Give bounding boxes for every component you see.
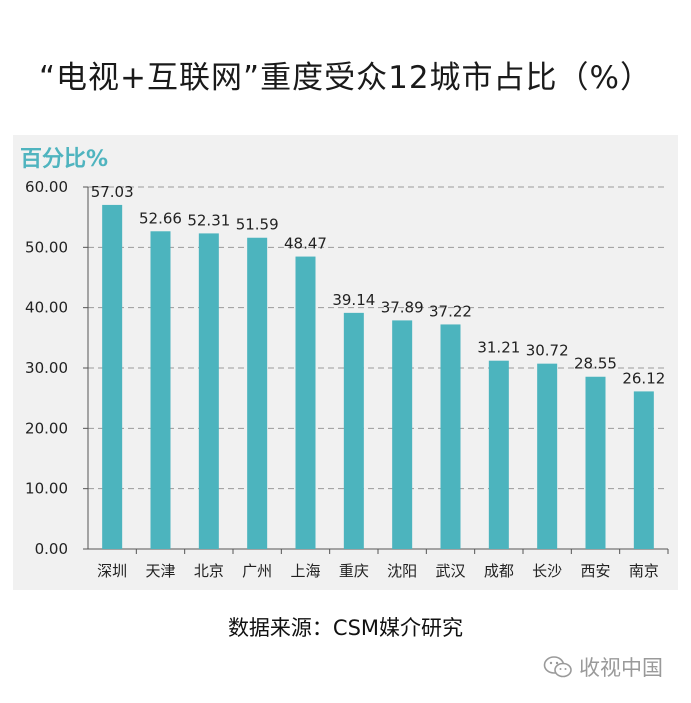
x-tick-label: 重庆 — [339, 562, 369, 580]
data-labels: 57.03 52.66 52.31 51.59 48.47 39.14 37.89 37.22… — [91, 183, 666, 387]
data-label: 48.47 — [284, 235, 327, 253]
bar — [102, 204, 123, 549]
x-axis-ticks: 深圳 天津 北京 广州 上海 重庆 沈阳 武汉 成都 长沙 西安 南京 — [97, 549, 669, 580]
bar — [150, 231, 171, 549]
bar — [488, 360, 509, 549]
x-tick-label: 武汉 — [435, 562, 465, 580]
data-label: 52.66 — [139, 209, 182, 227]
y-tick-label: 0.00 — [35, 540, 68, 558]
x-tick-label: 北京 — [194, 562, 224, 580]
y-tick-label: 60.00 — [25, 178, 68, 196]
x-tick-label: 天津 — [145, 562, 175, 580]
bar — [392, 320, 413, 549]
bar — [537, 363, 558, 549]
data-label: 31.21 — [477, 339, 520, 357]
y-tick-label: 40.00 — [25, 299, 68, 317]
y-tick-label: 30.00 — [25, 359, 68, 377]
watermark-text: 收视中国 — [579, 656, 663, 680]
data-label: 30.72 — [526, 342, 569, 360]
data-label: 51.59 — [236, 216, 279, 234]
data-source-note: 数据来源：CSM媒介研究 — [227, 616, 464, 640]
x-tick-label: 沈阳 — [387, 562, 417, 580]
bar — [343, 312, 364, 549]
gridlines — [88, 186, 668, 490]
data-label: 37.89 — [381, 298, 424, 316]
y-tick-label: 20.00 — [25, 419, 68, 437]
x-tick-label: 西安 — [580, 562, 610, 580]
x-tick-label: 成都 — [484, 562, 514, 580]
x-tick-label: 广州 — [242, 562, 272, 580]
bars — [102, 204, 654, 549]
data-label: 57.03 — [91, 183, 134, 201]
data-label: 26.12 — [622, 369, 665, 387]
bar — [198, 233, 219, 549]
data-label: 52.31 — [187, 211, 230, 229]
chart-title: “电视+互联网”重度受众12城市占比（%） — [39, 60, 652, 96]
wechat-icon — [543, 656, 572, 678]
bar — [585, 376, 606, 549]
y-tick-label: 50.00 — [25, 238, 68, 256]
data-label: 39.14 — [332, 291, 375, 309]
watermark: 收视中国 — [543, 652, 663, 682]
bar — [247, 237, 268, 549]
data-label: 28.55 — [574, 355, 617, 373]
bar — [295, 256, 316, 549]
x-tick-label: 南京 — [629, 562, 659, 580]
y-axis-unit-label: 百分比% — [20, 147, 109, 172]
x-tick-label: 长沙 — [532, 562, 562, 580]
x-tick-label: 深圳 — [97, 562, 127, 580]
x-tick-label: 上海 — [290, 562, 320, 580]
bar — [633, 391, 654, 549]
data-label: 37.22 — [429, 302, 472, 320]
y-tick-label: 10.00 — [25, 480, 68, 498]
bar — [440, 324, 461, 549]
